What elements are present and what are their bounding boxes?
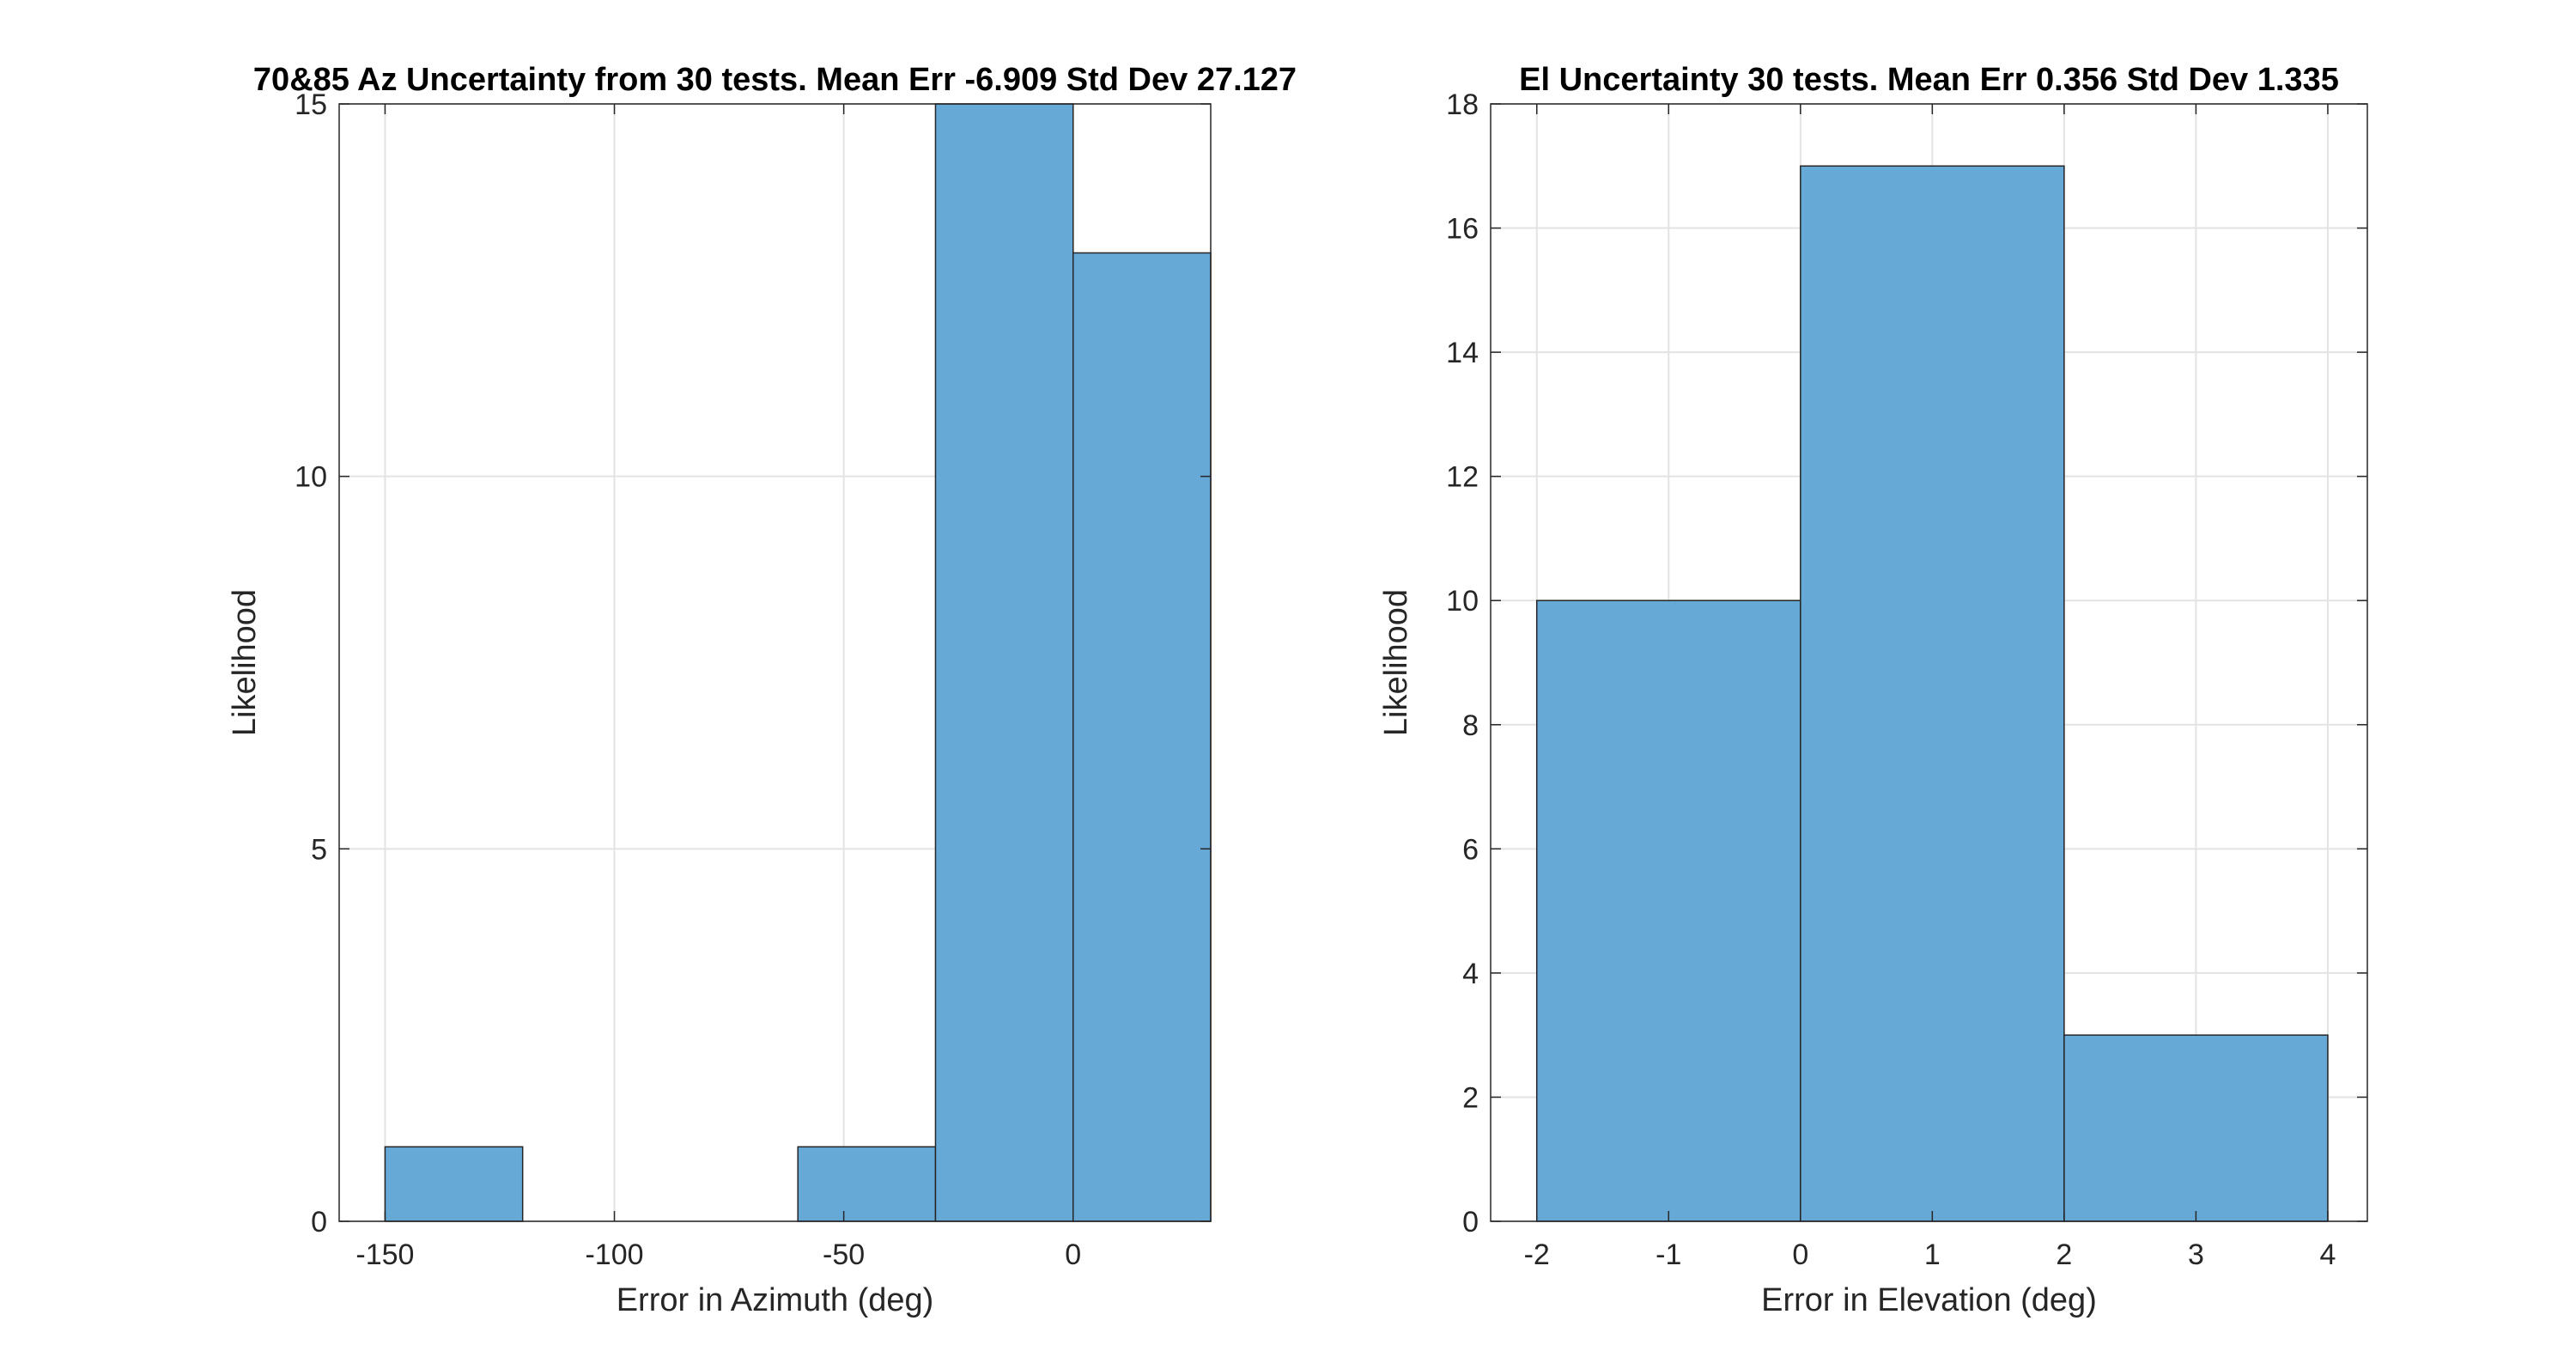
y-tick-label: 18 [1446, 88, 1479, 121]
x-tick-label: 1 [1924, 1238, 1941, 1271]
histogram-bar [1800, 165, 2065, 1222]
x-tick-label: -50 [823, 1238, 865, 1271]
x-tick-label: 3 [2188, 1238, 2204, 1271]
y-tick-label: 0 [311, 1206, 327, 1238]
x-tick-label: -100 [585, 1238, 643, 1271]
y-tick-label: 2 [1462, 1081, 1479, 1114]
x-axis-label: Error in Azimuth (deg) [617, 1282, 934, 1318]
y-tick-label: 14 [1446, 337, 1479, 369]
x-tick-label: 0 [1065, 1238, 1081, 1271]
histogram-bar [797, 1146, 937, 1222]
y-tick-label: 4 [1462, 958, 1479, 990]
histogram-bar [384, 1146, 524, 1222]
x-tick-label: 0 [1792, 1238, 1808, 1271]
histogram-bar [1072, 252, 1212, 1222]
histogram-bar [934, 103, 1074, 1222]
histogram-bar [2063, 1034, 2329, 1222]
y-tick-label: 5 [311, 833, 327, 866]
x-tick-label: 4 [2319, 1238, 2336, 1271]
y-tick-label: 8 [1462, 709, 1479, 742]
y-tick-label: 0 [1462, 1206, 1479, 1238]
y-tick-label: 10 [1446, 585, 1479, 618]
x-tick-label: 2 [2056, 1238, 2072, 1271]
y-axis-label: Likelihood [227, 589, 263, 736]
x-tick-label: -2 [1524, 1238, 1550, 1271]
y-tick-label: 10 [295, 461, 327, 494]
y-tick-label: 12 [1446, 461, 1479, 494]
x-tick-label: -1 [1656, 1238, 1681, 1271]
y-tick-label: 6 [1462, 833, 1479, 866]
axes-frame [1490, 103, 2368, 1222]
y-axis-label: Likelihood [1378, 589, 1414, 736]
x-tick-label: -150 [355, 1238, 414, 1271]
histogram-bar [1535, 599, 1801, 1222]
chart-title: El Uncertainty 30 tests. Mean Err 0.356 … [1519, 62, 2339, 98]
x-axis-label: Error in Elevation (deg) [1761, 1282, 2097, 1318]
y-tick-label: 15 [295, 88, 327, 121]
y-tick-label: 16 [1446, 213, 1479, 246]
chart-title: 70&85 Az Uncertainty from 30 tests. Mean… [253, 62, 1297, 98]
axes-frame [338, 103, 1212, 1222]
